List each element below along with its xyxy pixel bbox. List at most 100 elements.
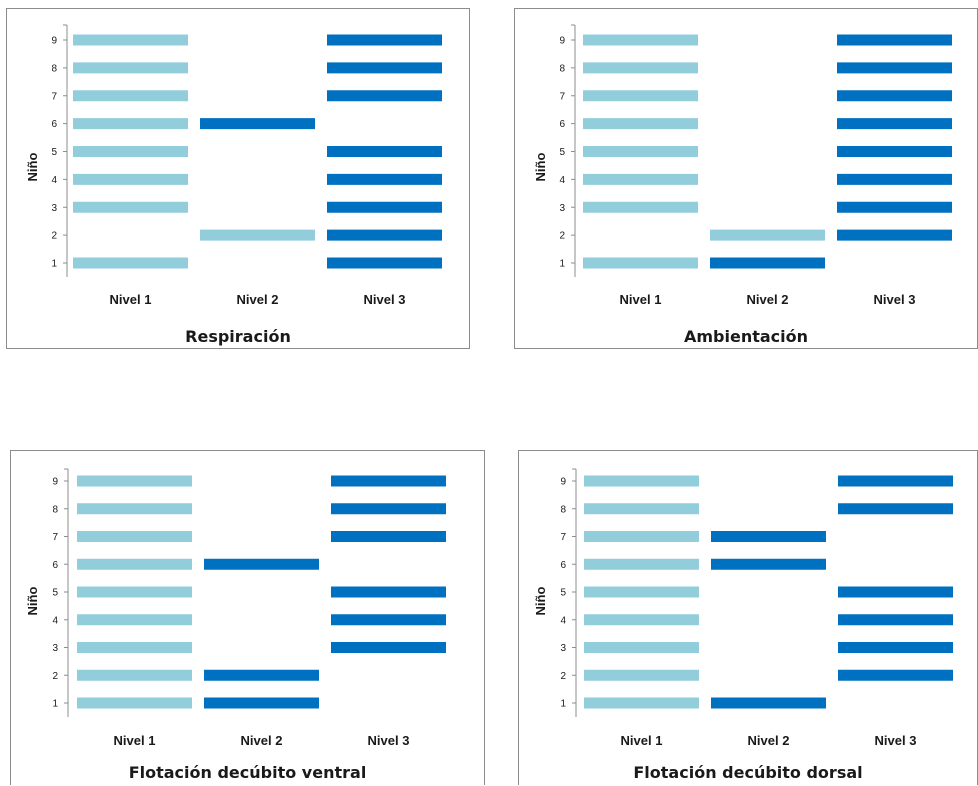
bar bbox=[837, 201, 952, 213]
chart-svg: 1 2 3 4 5 6 7 8 9 Nivel 1 Nivel 2 Nivel 3 bbox=[51, 24, 442, 307]
bar bbox=[584, 669, 699, 681]
chart-svg: 1 2 3 4 5 6 7 8 9 Nivel 1 Nivel 2 Nivel 3 bbox=[560, 468, 953, 748]
bar bbox=[837, 90, 952, 102]
bar bbox=[838, 503, 953, 515]
bar bbox=[584, 642, 699, 653]
bar bbox=[77, 642, 192, 653]
y-axis-title: Niño bbox=[25, 152, 40, 182]
y-tick-label: 4 bbox=[52, 615, 58, 626]
y-tick-label: 9 bbox=[51, 36, 57, 47]
chart-panel-ambientacion: 1 2 3 4 5 6 7 8 9 Nivel 1 Nivel 2 Nivel 3 Niño Ambi… bbox=[514, 8, 978, 349]
bar bbox=[331, 503, 446, 515]
y-tick-label: 2 bbox=[51, 231, 57, 242]
bar bbox=[73, 90, 188, 102]
bar bbox=[584, 558, 699, 570]
bar bbox=[77, 531, 192, 542]
y-tick-label: 5 bbox=[51, 147, 57, 158]
y-tick-label: 3 bbox=[52, 643, 58, 654]
y-axis-title: Niño bbox=[533, 586, 548, 616]
bar bbox=[73, 118, 188, 130]
bar bbox=[73, 62, 188, 74]
bar bbox=[200, 118, 315, 130]
y-tick-label: 7 bbox=[52, 532, 58, 543]
x-tick-label: Nivel 1 bbox=[620, 292, 662, 307]
y-tick-label: 3 bbox=[559, 203, 565, 214]
bar bbox=[77, 475, 192, 487]
bar bbox=[838, 614, 953, 626]
y-tick-label: 1 bbox=[52, 699, 58, 710]
bar bbox=[331, 586, 446, 598]
bar bbox=[77, 697, 192, 709]
y-tick-label: 7 bbox=[559, 91, 565, 102]
y-tick-label: 6 bbox=[51, 119, 57, 130]
y-tick-label: 9 bbox=[52, 477, 58, 488]
y-tick-label: 6 bbox=[559, 119, 565, 130]
bar bbox=[77, 614, 192, 626]
y-tick-label: 7 bbox=[560, 532, 566, 543]
bar bbox=[584, 503, 699, 515]
y-tick-label: 9 bbox=[560, 477, 566, 488]
bar bbox=[331, 614, 446, 626]
bar bbox=[583, 201, 698, 213]
bar bbox=[837, 173, 952, 185]
y-tick-label: 6 bbox=[560, 560, 566, 571]
bar bbox=[837, 229, 952, 241]
y-tick-label: 8 bbox=[51, 63, 57, 74]
bar bbox=[583, 146, 698, 157]
bar bbox=[200, 229, 315, 241]
x-tick-label: Nivel 2 bbox=[241, 733, 283, 748]
bar bbox=[838, 475, 953, 487]
bar bbox=[583, 257, 698, 269]
y-axis-title: Niño bbox=[25, 586, 40, 616]
x-tick-label: Nivel 2 bbox=[237, 292, 279, 307]
x-tick-label: Nivel 3 bbox=[364, 292, 406, 307]
bar bbox=[204, 558, 319, 570]
bar bbox=[837, 34, 952, 46]
y-tick-label: 6 bbox=[52, 560, 58, 571]
x-tick-label: Nivel 3 bbox=[875, 733, 917, 748]
y-tick-label: 2 bbox=[52, 671, 58, 682]
bar bbox=[77, 669, 192, 681]
y-tick-label: 4 bbox=[559, 175, 565, 186]
y-tick-label: 2 bbox=[560, 671, 566, 682]
x-tick-label: Nivel 3 bbox=[874, 292, 916, 307]
y-tick-label: 3 bbox=[51, 203, 57, 214]
bar bbox=[583, 34, 698, 46]
bar bbox=[583, 62, 698, 74]
y-tick-label: 4 bbox=[560, 615, 566, 626]
bar bbox=[204, 697, 319, 709]
bar bbox=[837, 62, 952, 74]
y-tick-label: 3 bbox=[560, 643, 566, 654]
bar bbox=[583, 173, 698, 185]
x-tick-label: Nivel 1 bbox=[621, 733, 663, 748]
bar bbox=[73, 34, 188, 46]
y-tick-label: 5 bbox=[559, 147, 565, 158]
bar bbox=[711, 697, 826, 709]
bar bbox=[204, 669, 319, 681]
bar bbox=[331, 475, 446, 487]
y-tick-label: 8 bbox=[559, 63, 565, 74]
bar bbox=[327, 90, 442, 102]
chart-title: Flotación decúbito ventral bbox=[128, 763, 367, 782]
y-axis-title: Niño bbox=[533, 152, 548, 182]
bar bbox=[583, 118, 698, 130]
chart-title: Flotación decúbito dorsal bbox=[633, 763, 863, 782]
y-tick-label: 7 bbox=[51, 91, 57, 102]
chart-title: Ambientación bbox=[683, 327, 809, 346]
bar bbox=[77, 558, 192, 570]
bar bbox=[838, 642, 953, 653]
x-tick-label: Nivel 1 bbox=[110, 292, 152, 307]
bar bbox=[327, 146, 442, 157]
x-tick-label: Nivel 2 bbox=[747, 292, 789, 307]
y-tick-label: 5 bbox=[560, 588, 566, 599]
bar bbox=[583, 90, 698, 102]
bar bbox=[73, 173, 188, 185]
y-tick-label: 2 bbox=[559, 231, 565, 242]
bar bbox=[77, 586, 192, 598]
bar bbox=[838, 586, 953, 598]
bar bbox=[710, 257, 825, 269]
bar bbox=[73, 257, 188, 269]
bar bbox=[837, 118, 952, 130]
x-tick-label: Nivel 1 bbox=[114, 733, 156, 748]
chart-title: Respiración bbox=[185, 327, 291, 346]
